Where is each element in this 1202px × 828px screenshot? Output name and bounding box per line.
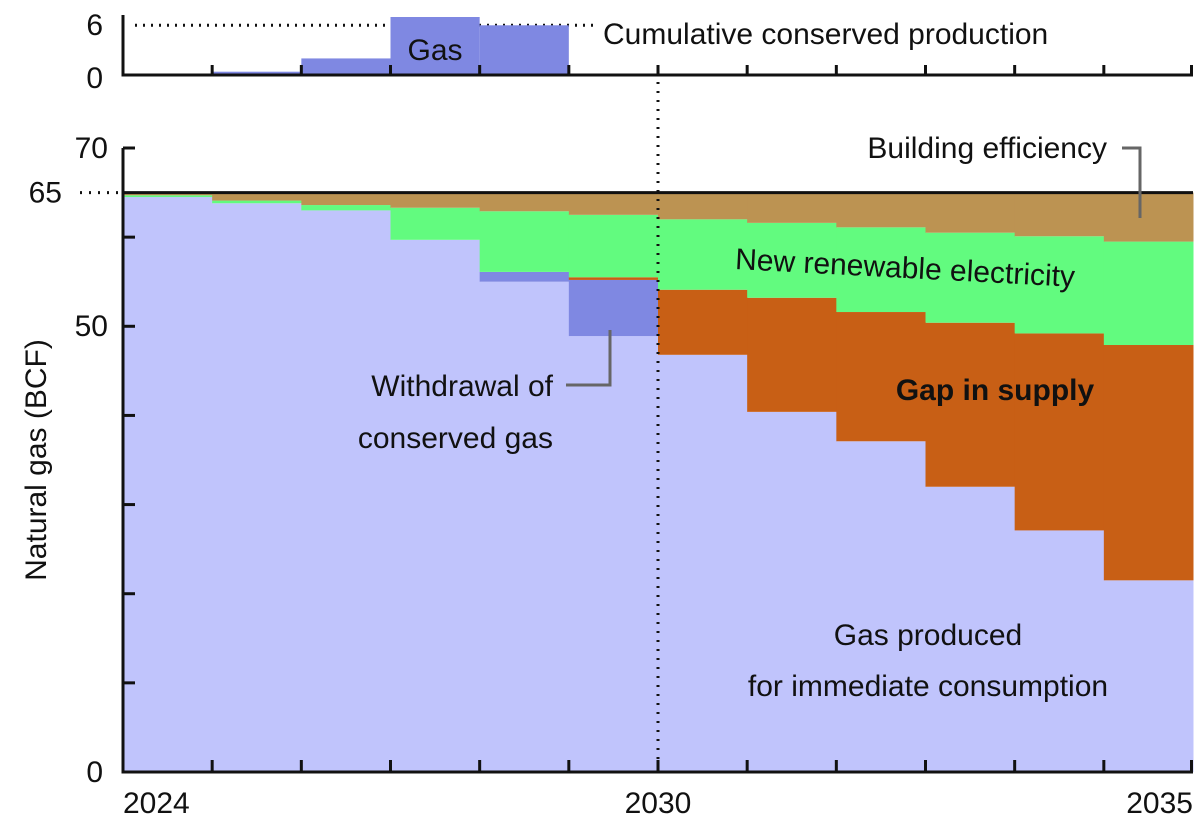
x-tick-label: 2024	[123, 787, 190, 820]
bar	[212, 71, 302, 75]
step-segment	[212, 203, 302, 773]
y-tick-label: 65	[29, 176, 62, 209]
series-label: Withdrawal of	[371, 370, 553, 403]
step-segment	[123, 197, 213, 772]
bar	[301, 58, 391, 75]
step-segment	[212, 192, 302, 201]
step-segment	[658, 289, 748, 355]
step-segment	[301, 210, 391, 772]
step-segment	[747, 222, 837, 298]
step-segment	[479, 192, 570, 212]
series-label: Building efficiency	[867, 132, 1107, 165]
step-segment	[836, 312, 926, 442]
step-segment	[212, 200, 302, 204]
step-segment	[658, 354, 748, 772]
step-segment	[390, 207, 481, 240]
step-segment	[1103, 345, 1194, 581]
leader-line	[1122, 146, 1142, 218]
step-segment	[925, 232, 1016, 323]
step-segment	[479, 211, 570, 272]
step-segment	[925, 322, 1016, 487]
step-segment	[1103, 580, 1194, 772]
step-segment	[925, 486, 1016, 772]
step-segment	[479, 281, 570, 772]
step-segment	[1014, 530, 1105, 772]
series-label: Gas produced	[834, 619, 1022, 652]
x-tick-label: 2030	[625, 787, 692, 820]
y-tick-label: 70	[75, 132, 108, 165]
step-segment	[1014, 333, 1105, 531]
step-segment	[479, 271, 570, 282]
step-segment	[836, 227, 926, 313]
y-axis-title: Natural gas (BCF)	[20, 339, 53, 581]
step-segment	[1103, 241, 1194, 346]
annotation: Cumulative conserved production	[603, 18, 1048, 51]
step-segment	[301, 205, 391, 211]
step-segment	[747, 297, 837, 412]
bar	[479, 25, 569, 76]
y-tick-label: 0	[86, 62, 103, 95]
series-label: for immediate consumption	[748, 670, 1108, 703]
step-segment	[568, 336, 659, 772]
y-tick-label: 50	[75, 310, 108, 343]
step-segment	[836, 441, 926, 772]
x-tick-label: 2035	[1126, 787, 1193, 820]
series-label: Gap in supply	[896, 374, 1095, 407]
step-segment	[747, 192, 837, 223]
step-segment	[568, 279, 659, 337]
step-segment	[568, 277, 659, 280]
step-segment	[301, 192, 391, 206]
step-segment	[123, 195, 213, 198]
step-segment	[925, 192, 1016, 233]
step-segment	[568, 192, 659, 215]
step-segment	[1014, 192, 1105, 237]
annotation: Gas	[407, 34, 462, 67]
step-segment	[836, 192, 926, 228]
bar	[390, 17, 480, 75]
step-segment	[747, 411, 837, 772]
step-segment	[658, 219, 748, 290]
y-tick-label: 6	[86, 9, 103, 42]
series-label: conserved gas	[358, 422, 553, 455]
step-segment	[568, 214, 659, 278]
step-segment	[1103, 192, 1194, 242]
step-segment	[390, 239, 481, 772]
step-segment	[390, 192, 481, 208]
step-segment	[1014, 236, 1105, 334]
step-segment	[658, 192, 748, 220]
y-tick-label: 0	[86, 756, 103, 789]
leader-line	[566, 330, 612, 387]
